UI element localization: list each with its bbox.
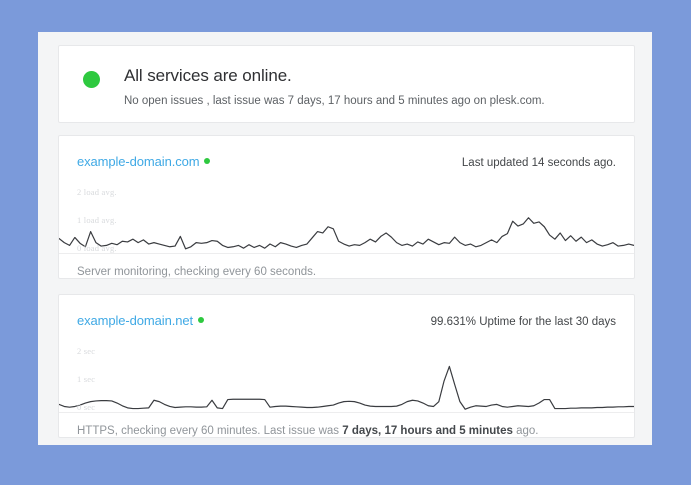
monitor-meta-text: 99.631% Uptime for the last 30 days xyxy=(430,316,616,328)
monitor-footer-prefix: Server monitoring, checking every 60 sec… xyxy=(77,266,317,278)
status-dot-green-icon xyxy=(83,71,100,88)
monitor-chart: 2 load avg. 1 load avg. 0 load avg. xyxy=(59,177,634,253)
y-axis-tick-label: 1 sec xyxy=(77,374,96,384)
status-subtitle: No open issues , last issue was 7 days, … xyxy=(124,95,545,107)
status-dot-green-icon xyxy=(198,316,204,323)
monitor-card: example-domain.com Last updated 14 secon… xyxy=(58,135,635,279)
y-axis-tick-label: 2 load avg. xyxy=(77,187,117,197)
monitor-footer-prefix: HTTPS, checking every 60 minutes. Last i… xyxy=(77,425,343,437)
overall-status-card: All services are online. No open issues … xyxy=(58,45,635,123)
status-title: All services are online. xyxy=(124,66,292,85)
monitor-meta-text: Last updated 14 seconds ago. xyxy=(461,157,616,169)
monitor-footer: Server monitoring, checking every 60 sec… xyxy=(59,253,634,280)
monitor-card: example-domain.net 99.631% Uptime for th… xyxy=(58,294,635,438)
app-panel: All services are online. No open issues … xyxy=(38,32,652,445)
monitor-header: example-domain.com Last updated 14 secon… xyxy=(59,136,634,171)
y-axis-tick-label: 2 sec xyxy=(77,346,96,356)
y-axis-tick-label: 1 load avg. xyxy=(77,215,117,225)
monitor-footer-strong: 7 days, 17 hours and 5 minutes xyxy=(342,425,513,437)
monitor-domain-wrap: example-domain.net xyxy=(77,312,204,330)
monitor-domain-link[interactable]: example-domain.com xyxy=(77,154,200,169)
monitor-footer-suffix: ago. xyxy=(512,425,539,437)
monitor-domain-link[interactable]: example-domain.net xyxy=(77,313,193,328)
y-axis-tick-label: 0 load avg. xyxy=(77,243,117,253)
monitor-footer: HTTPS, checking every 60 minutes. Last i… xyxy=(59,412,634,439)
status-dot-green-icon xyxy=(204,157,211,164)
monitor-domain-wrap: example-domain.com xyxy=(77,153,211,171)
monitor-header: example-domain.net 99.631% Uptime for th… xyxy=(59,295,634,330)
response-time-line-chart xyxy=(59,336,634,412)
load-average-line-chart xyxy=(59,177,634,253)
monitor-chart: 2 sec 1 sec 0 sec xyxy=(59,336,634,412)
y-axis-tick-label: 0 sec xyxy=(77,402,96,412)
